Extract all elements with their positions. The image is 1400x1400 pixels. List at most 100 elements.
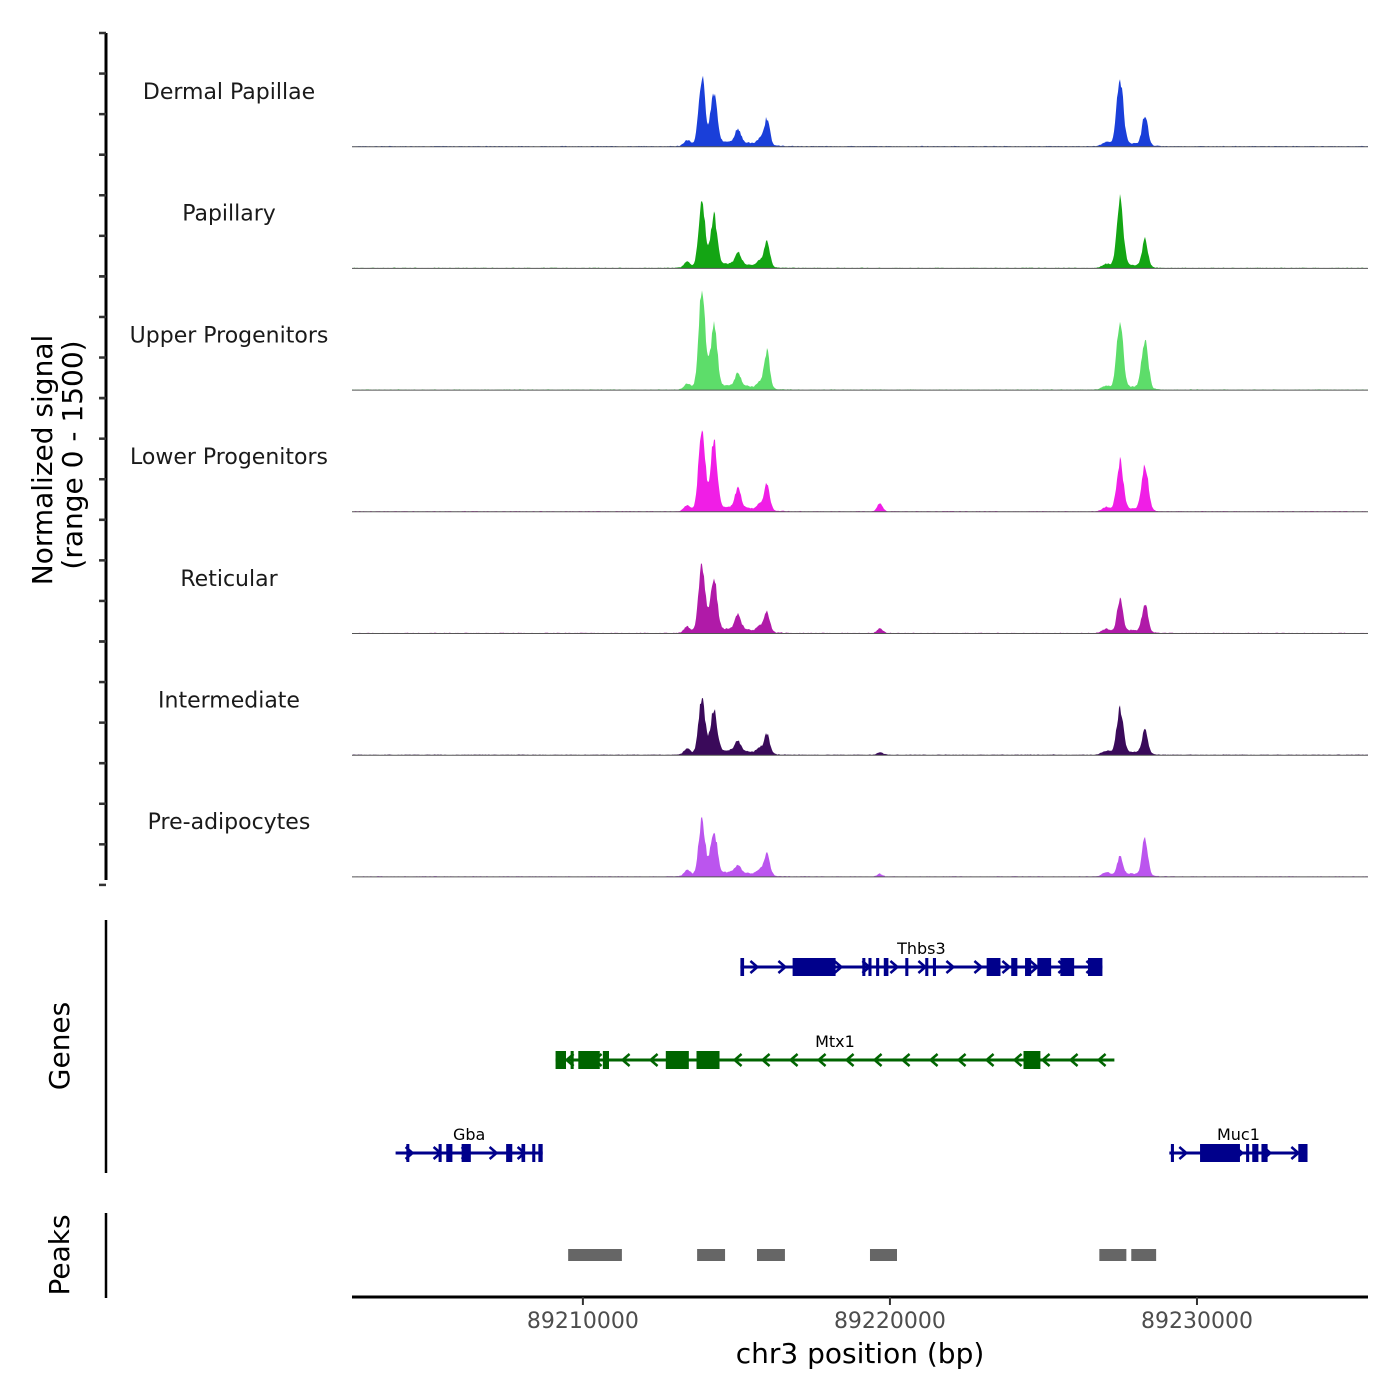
exon bbox=[740, 958, 745, 976]
peak-region bbox=[697, 1249, 726, 1261]
track-label: Pre-adipocytes bbox=[148, 810, 311, 835]
exon bbox=[446, 1144, 453, 1162]
strand-arrow bbox=[973, 960, 984, 974]
peak-regions bbox=[568, 1249, 1157, 1261]
strand-arrow bbox=[1068, 1053, 1079, 1067]
exon bbox=[406, 1144, 410, 1162]
gene-muc1[interactable]: Muc1 bbox=[1169, 1125, 1308, 1162]
exon bbox=[1170, 1144, 1174, 1162]
exon bbox=[555, 1051, 567, 1069]
exon bbox=[1087, 958, 1103, 976]
exon bbox=[1200, 1144, 1240, 1162]
peak-region bbox=[568, 1249, 622, 1261]
exon bbox=[932, 958, 936, 976]
peak-region bbox=[1131, 1249, 1157, 1261]
exon bbox=[602, 1051, 609, 1069]
strand-arrow bbox=[749, 960, 760, 974]
x-axis: 89210000 89220000 89230000 bbox=[352, 1295, 1368, 1334]
peak-region bbox=[869, 1249, 897, 1261]
strand-arrow bbox=[1012, 1053, 1023, 1067]
x-tick-label: 89210000 bbox=[527, 1309, 639, 1334]
exon bbox=[1025, 958, 1032, 976]
strand-arrow bbox=[816, 1053, 827, 1067]
track-papillary: Papillary bbox=[182, 194, 1368, 269]
exon bbox=[570, 1051, 574, 1069]
strand-arrow bbox=[777, 960, 788, 974]
exon bbox=[868, 958, 872, 976]
exon bbox=[461, 1144, 471, 1162]
exon bbox=[876, 958, 880, 976]
peak-region bbox=[1099, 1249, 1127, 1261]
genes-track-label: Genes bbox=[43, 1002, 76, 1090]
signal-area bbox=[352, 563, 1368, 634]
x-tick-label: 89230000 bbox=[1141, 1309, 1253, 1334]
track-label: Intermediate bbox=[158, 689, 300, 714]
signal-area bbox=[352, 75, 1368, 147]
track-lower-progenitors: Lower Progenitors bbox=[130, 430, 1368, 513]
exon bbox=[506, 1144, 513, 1162]
genes-panel: Genes Thbs3 Mtx1 Gba Muc1 bbox=[43, 920, 1308, 1173]
exon bbox=[665, 1051, 689, 1069]
strand-arrow bbox=[984, 1053, 995, 1067]
peaks-panel: Peaks bbox=[43, 1213, 1157, 1298]
y-title-line-1: Normalized signal bbox=[26, 335, 59, 586]
exon bbox=[905, 958, 909, 976]
signal-y-axis bbox=[99, 31, 108, 887]
exon bbox=[792, 958, 836, 976]
signal-area bbox=[352, 816, 1368, 877]
y-title-line-2: (range 0 - 1500) bbox=[56, 340, 89, 569]
signal-y-axis-title: Normalized signal (range 0 - 1500) bbox=[26, 335, 89, 586]
gene-gba[interactable]: Gba bbox=[395, 1125, 543, 1162]
gene-mtx1[interactable]: Mtx1 bbox=[555, 1032, 1115, 1069]
strand-arrow bbox=[760, 1053, 771, 1067]
exon bbox=[538, 1144, 543, 1162]
strand-arrow bbox=[1178, 1146, 1189, 1160]
x-axis-title: chr3 position (bp) bbox=[736, 1337, 985, 1370]
gene-annotations: Thbs3 Mtx1 Gba Muc1 bbox=[395, 939, 1308, 1162]
exon bbox=[532, 1144, 536, 1162]
strand-arrow bbox=[844, 1053, 855, 1067]
exon bbox=[1037, 958, 1052, 976]
signal-area bbox=[352, 698, 1368, 756]
track-label: Lower Progenitors bbox=[130, 445, 328, 470]
exon bbox=[696, 1051, 720, 1069]
strand-arrow bbox=[1001, 960, 1012, 974]
strand-arrow bbox=[732, 1053, 743, 1067]
track-intermediate: Intermediate bbox=[158, 689, 1368, 756]
exon bbox=[1246, 1144, 1250, 1162]
exon bbox=[1261, 1144, 1268, 1162]
exon bbox=[1252, 1144, 1259, 1162]
strand-arrow bbox=[788, 1053, 799, 1067]
strand-arrow bbox=[488, 1146, 499, 1160]
exon bbox=[986, 958, 1001, 976]
strand-arrow bbox=[833, 960, 844, 974]
track-dermal-papillae: Dermal Papillae bbox=[143, 75, 1368, 148]
exon bbox=[438, 1144, 442, 1162]
strand-arrow bbox=[956, 1053, 967, 1067]
strand-arrow bbox=[900, 1053, 911, 1067]
exon bbox=[521, 1144, 526, 1162]
strand-arrow bbox=[648, 1053, 659, 1067]
track-upper-progenitors: Upper Progenitors bbox=[130, 290, 1368, 391]
exon bbox=[578, 1051, 600, 1069]
coverage-tracks: Dermal Papillae Papillary Upper Progenitor… bbox=[130, 75, 1368, 878]
gene-thbs3[interactable]: Thbs3 bbox=[740, 939, 1103, 976]
signal-area bbox=[352, 194, 1368, 269]
exon bbox=[862, 958, 866, 976]
strand-arrow bbox=[1096, 1053, 1107, 1067]
peak-region bbox=[756, 1249, 785, 1261]
x-tick-label: 89220000 bbox=[834, 1309, 946, 1334]
track-label: Reticular bbox=[180, 567, 278, 592]
gene-label: Mtx1 bbox=[815, 1032, 855, 1051]
exon bbox=[1023, 1051, 1041, 1069]
gene-label: Gba bbox=[453, 1125, 485, 1144]
strand-arrow bbox=[945, 960, 956, 974]
track-label: Papillary bbox=[182, 202, 276, 227]
peaks-track-label: Peaks bbox=[43, 1214, 76, 1295]
gene-label: Muc1 bbox=[1217, 1125, 1260, 1144]
strand-arrow bbox=[620, 1053, 631, 1067]
signal-area bbox=[352, 430, 1368, 512]
gene-label: Thbs3 bbox=[896, 939, 946, 958]
strand-arrow bbox=[889, 960, 900, 974]
